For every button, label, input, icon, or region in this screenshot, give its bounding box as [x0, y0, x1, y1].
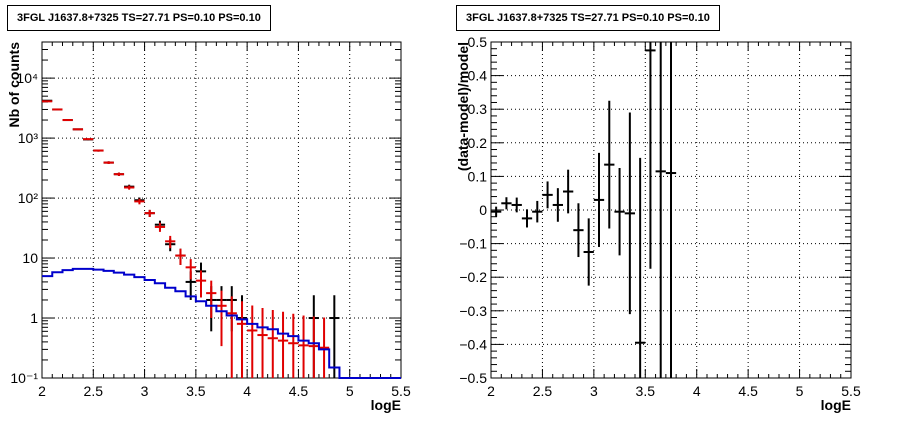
y-tick-label: 0.1 [468, 168, 488, 184]
chart-title-right: 3FGL J1637.8+7325 TS=27.71 PS=0.10 PS=0.… [456, 5, 720, 31]
model-point [226, 296, 237, 378]
model-point [298, 315, 309, 378]
x-tick-label: 5.5 [841, 383, 861, 399]
model-point [175, 248, 186, 265]
y-tick-label: 1 [30, 310, 38, 326]
residual-chart: 2 2.5 3 3.5 4 4.5 5 5.5 −0.5 −0.4 −0.3 −0.2 −0.1 0 0.1… [455, 34, 861, 413]
data-point [563, 169, 574, 214]
y-tick-label: −0.2 [459, 269, 487, 285]
y-tick-label: 10⁻¹ [10, 370, 38, 386]
y-tick-label: 0.4 [468, 68, 488, 84]
model-point [83, 138, 94, 141]
model-point [144, 209, 155, 217]
y-axis-label: Nb of counts [6, 42, 22, 128]
model-point [216, 290, 227, 347]
counts-chart: 2 2.5 3 3.5 4 4.5 5 5.5 10⁻¹ 1 10 10² 10³ 10⁴ logE Nb o… [6, 41, 411, 413]
x-tick-label: 5 [796, 383, 804, 399]
x-tick-label: 5.5 [391, 383, 411, 399]
y-tick-label: 10² [18, 190, 39, 206]
model-point [113, 172, 125, 176]
data-point [573, 203, 584, 258]
model-point [42, 100, 53, 103]
x-tick-label: 3.5 [186, 383, 206, 399]
y-tick-label: −0.4 [459, 336, 487, 352]
model-point [124, 185, 135, 190]
y-tick-label: 0.3 [468, 101, 488, 117]
x-tick-label: 4 [243, 383, 251, 399]
y-tick-label: −0.5 [459, 370, 487, 386]
y-tick-label: 10 [22, 250, 38, 266]
x-tick-label: 2.5 [533, 383, 553, 399]
model-point [318, 317, 330, 378]
y-tick-label: 0.5 [468, 34, 488, 50]
data-point [624, 112, 635, 315]
model-point [134, 198, 145, 205]
x-tick-label: 3.5 [636, 383, 656, 399]
model-point [154, 222, 166, 232]
x-tick-label: 2 [38, 383, 46, 399]
data-point [542, 181, 553, 209]
data-point [635, 157, 646, 378]
x-tick-label: 2 [487, 383, 495, 399]
x-axis-label: logE [371, 397, 401, 413]
model-point [195, 270, 207, 298]
model-point [62, 119, 73, 122]
model-point [308, 316, 319, 378]
y-tick-label: 0.2 [468, 135, 488, 151]
model-point [72, 128, 84, 131]
y-tick-label: −0.1 [459, 236, 487, 252]
model-point [257, 307, 268, 378]
plot-frame [41, 41, 402, 379]
data-point [614, 168, 625, 256]
model-point [267, 310, 278, 378]
x-tick-label: 4.5 [738, 383, 758, 399]
data-point [655, 42, 666, 378]
data-point [511, 197, 522, 213]
data-point [329, 295, 340, 378]
data-point [665, 42, 677, 378]
model-point [277, 311, 289, 378]
model-point [52, 108, 63, 111]
y-tick-label: −0.3 [459, 303, 487, 319]
model-step-line [42, 267, 401, 379]
data-point [532, 200, 543, 223]
x-tick-label: 5 [346, 383, 354, 399]
y-tick-label: 10⁴ [16, 70, 38, 86]
model-point [185, 259, 196, 280]
y-axis-label: (data-model)/model [455, 42, 471, 171]
data-point [521, 209, 533, 228]
model-point [206, 280, 217, 319]
data-point [604, 100, 615, 229]
x-tick-label: 3 [141, 383, 149, 399]
model-point [288, 313, 299, 378]
data-point [491, 206, 502, 217]
model-point [165, 235, 176, 249]
model-point [236, 301, 248, 378]
x-tick-label: 4.5 [289, 383, 309, 399]
data-point [593, 152, 605, 247]
y-tick-label: 0 [479, 202, 487, 218]
data-point [645, 42, 656, 269]
model-point [103, 161, 114, 164]
y-tick-label: 10³ [18, 130, 39, 146]
x-tick-label: 4 [693, 383, 701, 399]
x-axis-label: logE [821, 397, 851, 413]
chart-title-left: 3FGL J1637.8+7325 TS=27.71 PS=0.10 PS=0.… [7, 5, 271, 31]
model-point [93, 149, 104, 152]
model-point [247, 305, 258, 378]
data-point [583, 218, 594, 286]
x-tick-label: 3 [590, 383, 598, 399]
x-tick-label: 2.5 [84, 383, 104, 399]
data-point [552, 188, 563, 222]
data-point [501, 197, 512, 210]
